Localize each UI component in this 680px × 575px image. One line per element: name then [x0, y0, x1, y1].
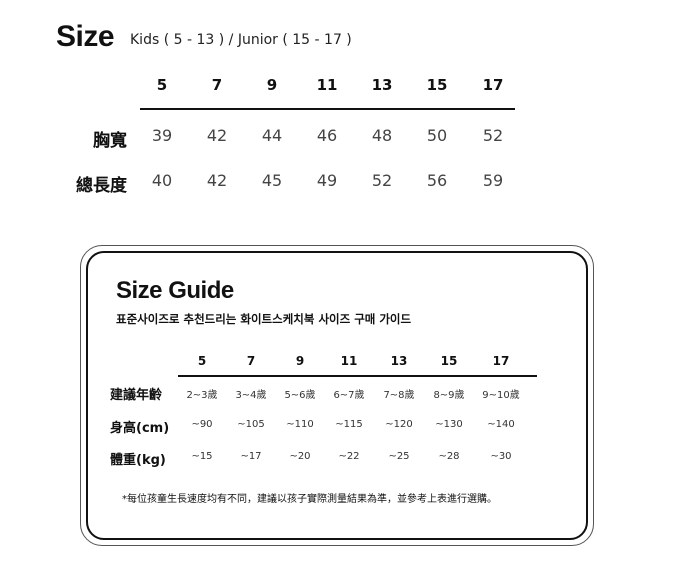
column-header: 7 — [211, 76, 223, 94]
table-cell: 7~8歲 — [383, 390, 415, 401]
table-cell: ~105 — [237, 419, 265, 430]
table-cell: 3~4歲 — [235, 390, 267, 401]
column-header: 11 — [316, 76, 338, 94]
row-label: 建議年齡 — [110, 388, 163, 403]
guide-note: *每位孩童生長速度均有不同，建議以孩子實際測量結果為準，並參考上表進行選購。 — [122, 494, 497, 505]
column-header: 7 — [246, 354, 256, 368]
table-cell: 52 — [371, 171, 393, 190]
column-header: 13 — [390, 354, 408, 368]
table-cell: ~130 — [435, 419, 463, 430]
page-subtitle: Kids ( 5 - 13 ) / Junior ( 15 - 17 ) — [130, 32, 352, 48]
guide-frame-inner — [86, 251, 588, 540]
column-header: 13 — [371, 76, 393, 94]
column-header: 17 — [482, 76, 504, 94]
column-header: 9 — [295, 354, 305, 368]
guide-title: Size Guide — [116, 277, 234, 304]
table-cell: 6~7歲 — [333, 390, 365, 401]
column-header: 17 — [492, 354, 510, 368]
table-cell: 2~3歲 — [186, 390, 218, 401]
table-cell: ~120 — [385, 419, 413, 430]
column-header: 11 — [340, 354, 358, 368]
table-cell: ~15 — [191, 451, 213, 462]
guide-subtitle: 표준사이즈로 추천드리는 화이트스케치북 사이즈 구매 가이드 — [116, 312, 412, 326]
column-header: 15 — [426, 76, 448, 94]
table-cell: 49 — [316, 171, 338, 190]
table-cell: 59 — [482, 171, 504, 190]
table-cell: 50 — [426, 126, 448, 145]
table-cell: 9~10歲 — [482, 390, 520, 401]
table-cell: 42 — [206, 171, 228, 190]
table-cell: 56 — [426, 171, 448, 190]
table-cell: 44 — [261, 126, 283, 145]
table-cell: ~90 — [191, 419, 213, 430]
table-cell: ~17 — [240, 451, 262, 462]
table-cell: 46 — [316, 126, 338, 145]
table-cell: 42 — [206, 126, 228, 145]
table-cell: 48 — [371, 126, 393, 145]
table-cell: ~28 — [438, 451, 460, 462]
row-label: 總長度 — [76, 176, 127, 196]
table-cell: ~30 — [490, 451, 512, 462]
guide-frame-outer — [80, 245, 594, 546]
table-cell: ~22 — [338, 451, 360, 462]
table-cell: 52 — [482, 126, 504, 145]
table-cell: ~140 — [487, 419, 515, 430]
table-cell: ~20 — [289, 451, 311, 462]
row-label: 身高(cm) — [110, 421, 170, 436]
table-cell: 8~9歲 — [433, 390, 465, 401]
column-header: 9 — [266, 76, 278, 94]
table-cell: 45 — [261, 171, 283, 190]
row-label: 胸寬 — [93, 131, 127, 151]
table-cell: ~25 — [388, 451, 410, 462]
table-cell: 39 — [151, 126, 173, 145]
table-cell: ~115 — [335, 419, 363, 430]
table-cell: ~110 — [286, 419, 314, 430]
column-header: 5 — [197, 354, 207, 368]
guide-header-divider — [178, 375, 537, 377]
row-label: 體重(kg) — [110, 453, 166, 468]
table-cell: 40 — [151, 171, 173, 190]
column-header: 5 — [156, 76, 168, 94]
column-header: 15 — [440, 354, 458, 368]
page-title: Size — [56, 20, 115, 53]
header-divider — [140, 108, 515, 110]
table-cell: 5~6歲 — [284, 390, 316, 401]
